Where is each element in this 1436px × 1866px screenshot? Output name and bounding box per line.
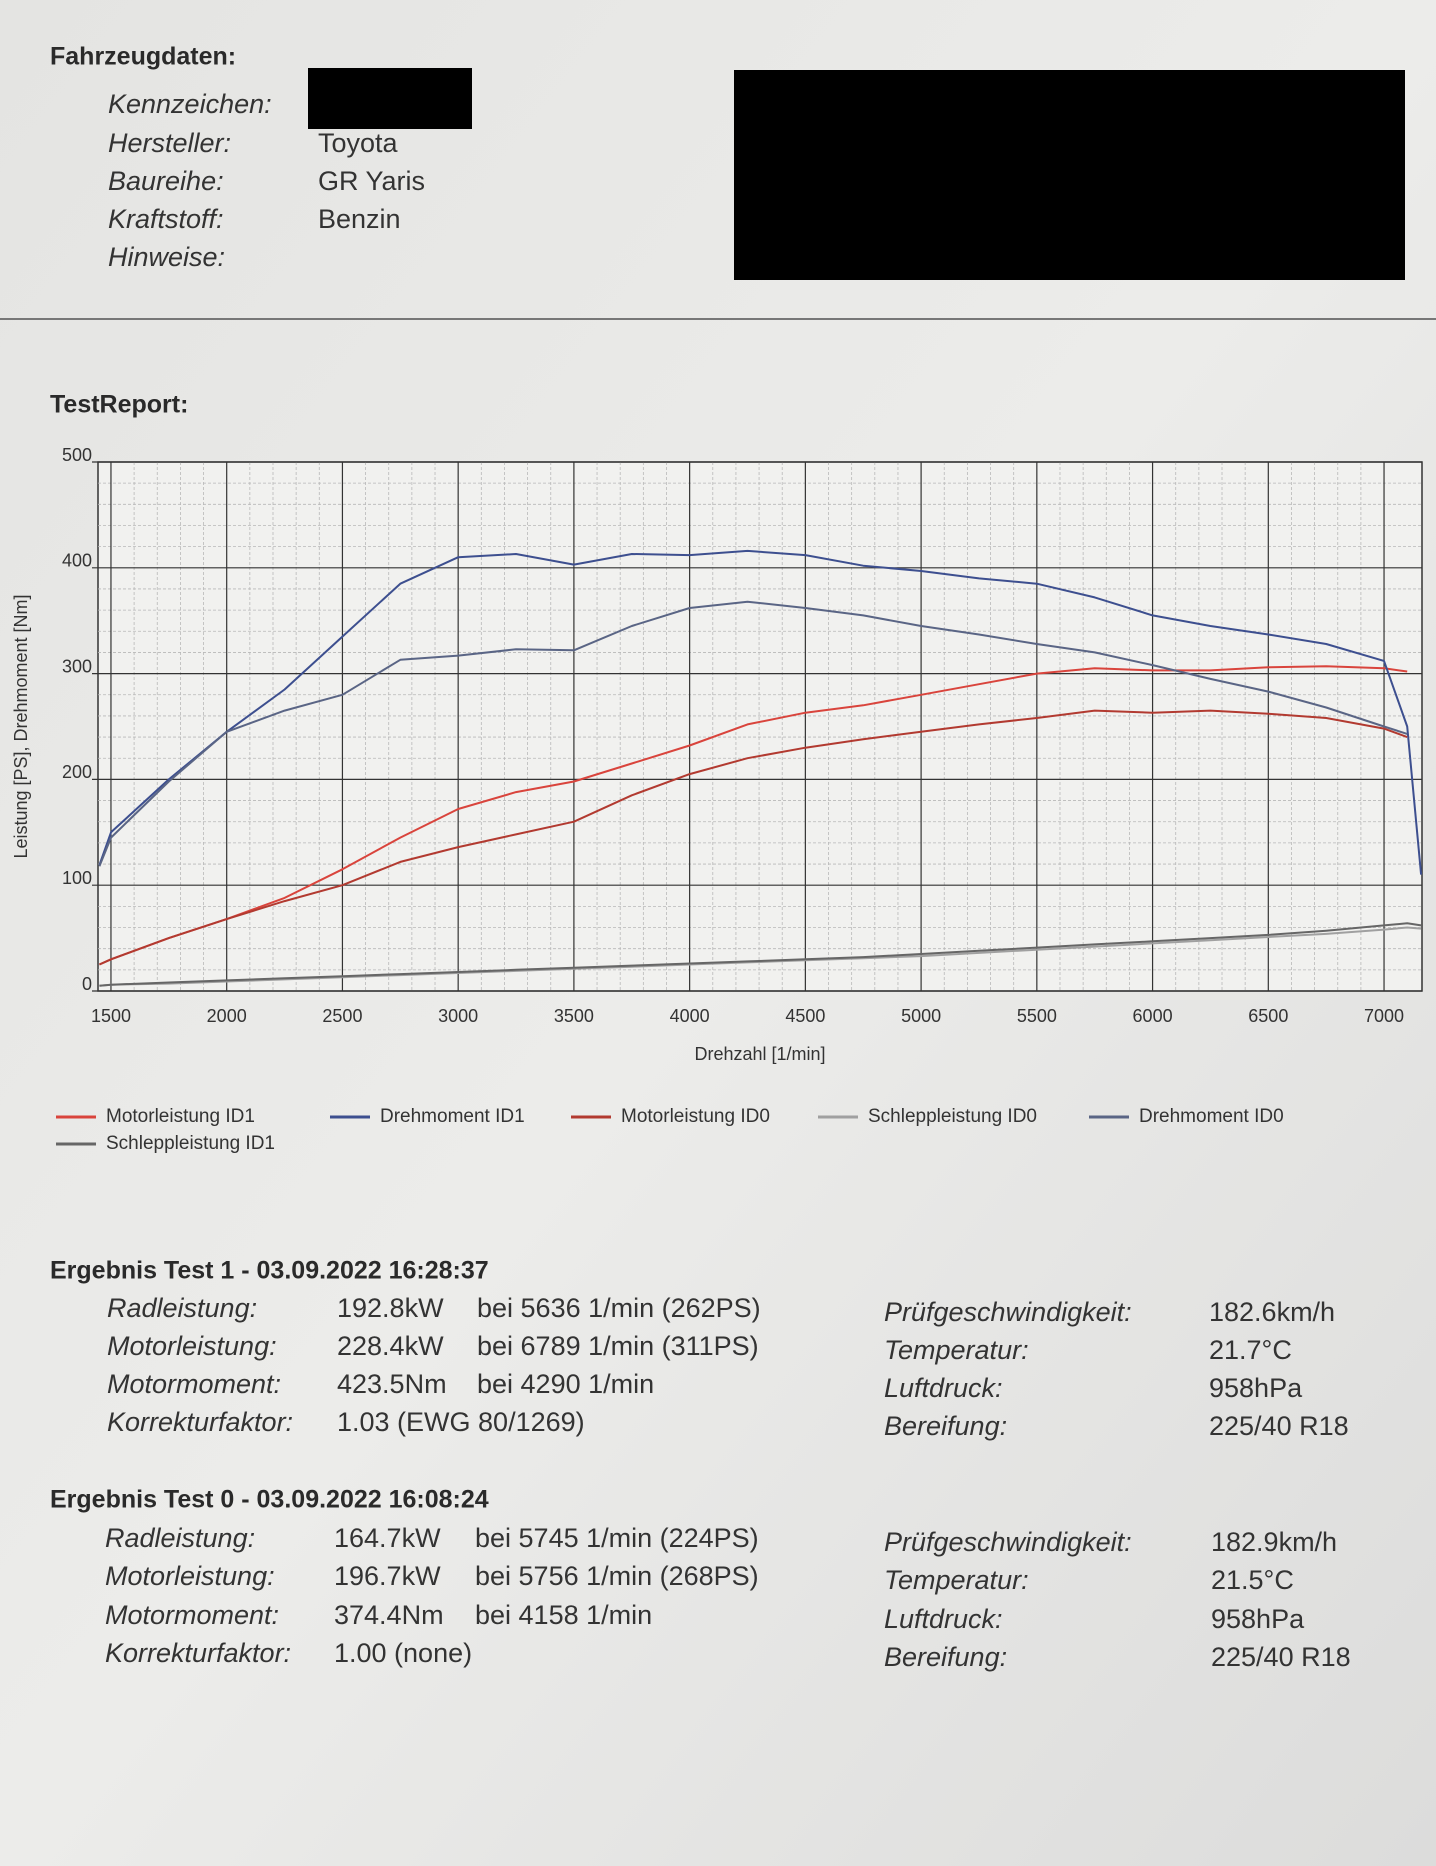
result-label: Prüfgeschwindigkeit: [884,1527,1132,1557]
result-title: Ergebnis Test 1 - 03.09.2022 16:28:37 [50,1257,489,1285]
result-label: Radleistung: [105,1523,255,1553]
legend-label: Drehmoment ID1 [380,1106,525,1127]
result-value: 1.00 (none) [334,1638,472,1668]
result-label: Temperatur: [884,1565,1029,1595]
result-detail: bei 5756 1/min (268PS) [475,1561,759,1591]
result-value: 225/40 R18 [1211,1642,1351,1672]
x-tick-label: 6500 [1248,1006,1288,1026]
x-tick-label: 4000 [670,1006,710,1026]
x-tick-label: 4500 [785,1006,825,1026]
series-line [98,600,1408,867]
legend-label: Schleppleistung ID0 [868,1106,1037,1127]
x-tick-label: 3000 [438,1006,478,1026]
result-label: Prüfgeschwindigkeit: [884,1297,1132,1327]
redaction [308,68,472,129]
section-title: TestReport: [50,391,188,419]
legend-label: Schleppleistung ID1 [106,1133,275,1154]
series-line [98,709,1408,966]
result-value: 196.7kW [334,1561,441,1591]
y-axis-label: Leistung [PS], Drehmoment [Nm] [11,594,31,858]
result-label: Bereifung: [884,1411,1007,1441]
result-label: Korrekturfaktor: [107,1407,293,1437]
y-tick-label: 200 [62,762,92,782]
legend-label: Motorleistung ID1 [106,1106,255,1127]
result-title: Ergebnis Test 0 - 03.09.2022 16:08:24 [50,1486,489,1514]
x-tick-label: 2500 [322,1006,362,1026]
result-value: 958hPa [1211,1604,1305,1634]
result-label: Motormoment: [105,1600,279,1630]
y-tick-label: 100 [62,868,92,888]
y-tick-label: 400 [62,551,92,571]
x-tick-label: 1500 [91,1006,131,1026]
y-tick-label: 500 [62,445,92,465]
x-tick-label: 2000 [207,1006,247,1026]
result-label: Motormoment: [107,1369,281,1399]
field-label: Kennzeichen: [108,89,272,119]
result-value: 225/40 R18 [1209,1411,1349,1441]
result-value: 21.5°C [1211,1565,1294,1595]
y-tick-label: 300 [62,656,92,676]
result-value: 958hPa [1209,1373,1303,1403]
result-label: Motorleistung: [105,1561,275,1591]
result-label: Korrekturfaktor: [105,1638,291,1668]
result-value: 228.4kW [337,1331,444,1361]
series-line [98,549,1423,875]
x-tick-label: 6000 [1133,1006,1173,1026]
result-value: 21.7°C [1209,1335,1292,1365]
field-label: Hinweise: [108,242,225,272]
result-value: 374.4Nm [334,1600,444,1630]
x-tick-label: 5000 [901,1006,941,1026]
result-label: Bereifung: [884,1642,1007,1672]
legend-label: Drehmoment ID0 [1139,1106,1284,1127]
result-label: Luftdruck: [884,1373,1003,1403]
result-detail: bei 5636 1/min (262PS) [477,1293,761,1323]
result-label: Radleistung: [107,1293,257,1323]
result-detail: bei 6789 1/min (311PS) [477,1331,759,1361]
field-value: Toyota [318,128,399,158]
result-label: Temperatur: [884,1335,1029,1365]
result-value: 1.03 (EWG 80/1269) [337,1407,585,1437]
y-tick-label: 0 [82,974,92,994]
result-detail: bei 4290 1/min [477,1369,654,1399]
x-tick-label: 5500 [1017,1006,1057,1026]
result-value: 164.7kW [334,1523,441,1553]
section-title: Fahrzeugdaten: [50,43,236,71]
result-value: 423.5Nm [337,1369,447,1399]
series-line [98,665,1408,966]
redaction [734,70,1405,280]
result-value: 192.8kW [337,1293,444,1323]
result-detail: bei 5745 1/min (224PS) [475,1523,759,1553]
field-label: Hersteller: [108,128,231,158]
result-detail: bei 4158 1/min [475,1600,652,1630]
x-axis-label: Drehzahl [1/min] [694,1044,825,1064]
field-value: Benzin [318,204,401,234]
plot-area [97,461,1423,992]
field-value: GR Yaris [318,166,425,196]
x-tick-label: 7000 [1364,1006,1404,1026]
series-line [99,922,1422,987]
result-value: 182.9km/h [1211,1527,1337,1557]
result-label: Motorleistung: [107,1331,277,1361]
result-label: Luftdruck: [884,1604,1003,1634]
legend-label: Motorleistung ID0 [621,1106,770,1127]
result-value: 182.6km/h [1209,1297,1335,1327]
field-label: Baureihe: [108,166,224,196]
field-label: Kraftstoff: [108,204,224,234]
x-tick-label: 3500 [554,1006,594,1026]
